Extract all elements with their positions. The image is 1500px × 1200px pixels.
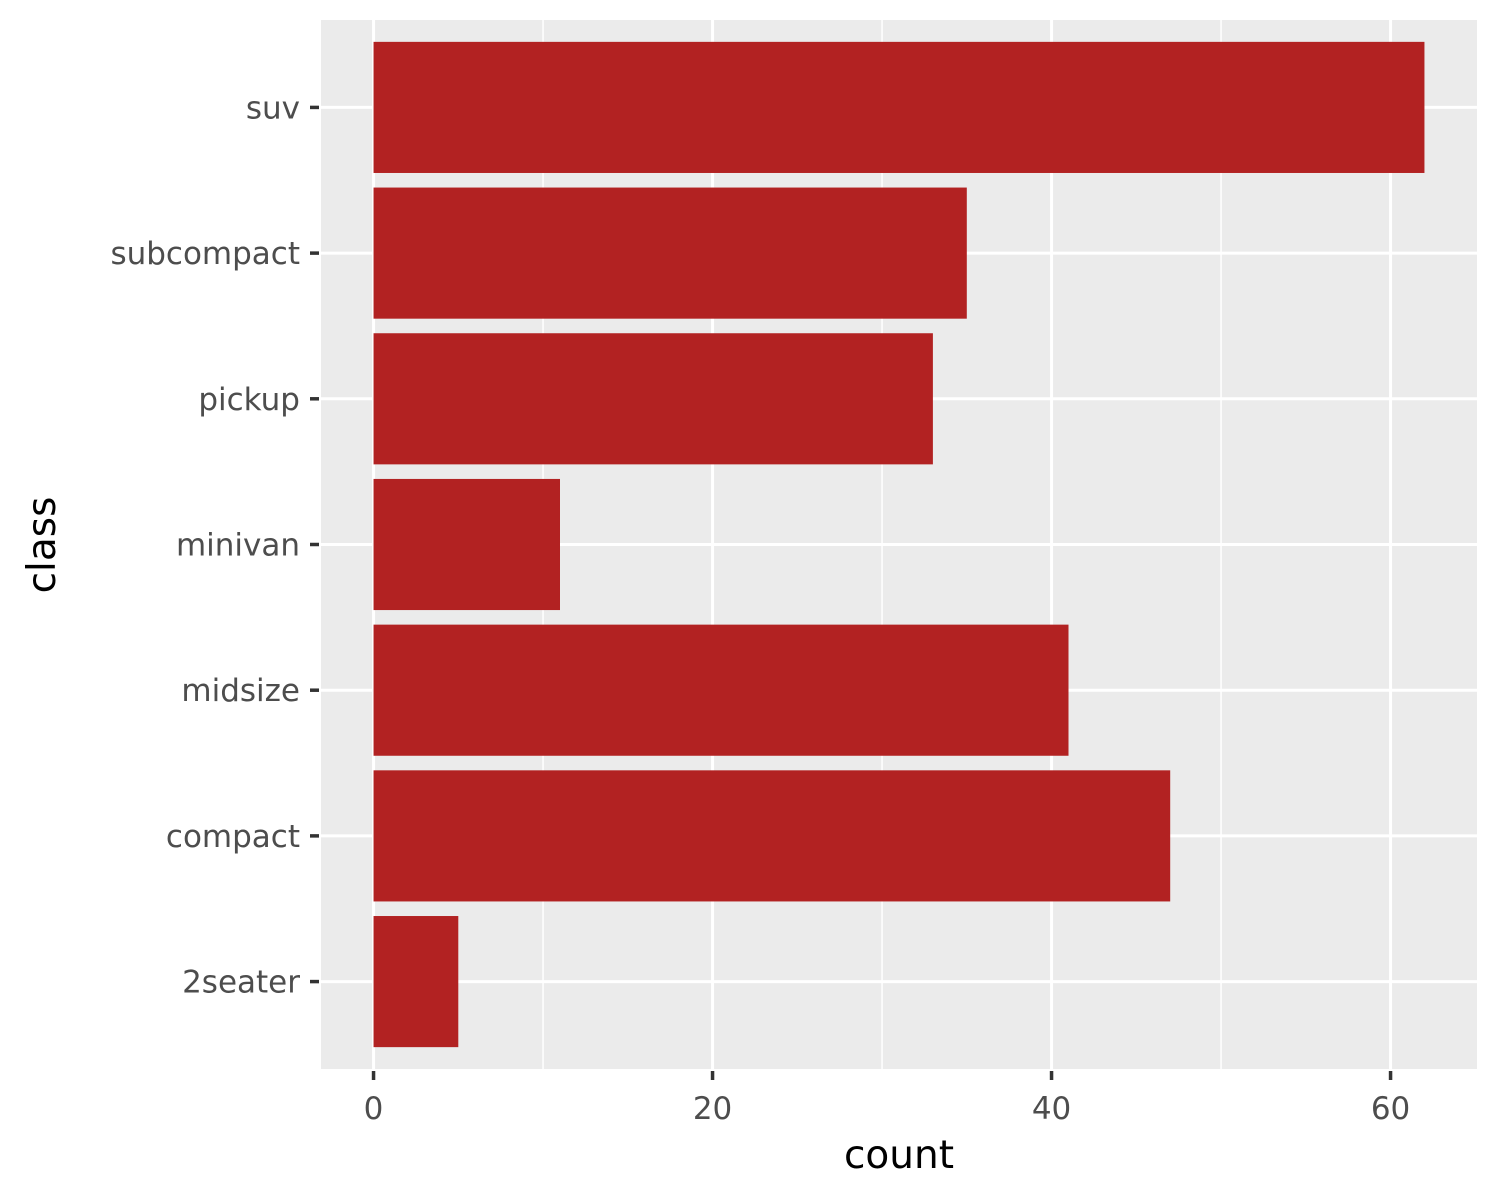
bar-midsize [373,624,1069,756]
y-tick-label-2seater: 2seater [182,965,300,1001]
y-tick-label-suv: suv [246,90,300,126]
bar-pickup [373,333,933,465]
bar-minivan [373,478,560,611]
y-tick-label-compact: compact [166,819,300,855]
y-axis-title: class [20,497,65,594]
y-tick-label-pickup: pickup [198,382,300,418]
y-tick-label-minivan: minivan [176,528,300,564]
y-axis: 2seater compact midsize minivan pickup subcom… [110,90,319,1001]
bar-compact [373,770,1171,902]
x-axis-title: count [844,1133,954,1178]
bar-2seater [373,916,459,1048]
bars [373,41,1425,1048]
x-tick-label: 60 [1371,1091,1410,1127]
y-tick-label-subcompact: subcompact [110,236,300,272]
y-tick-label-midsize: midsize [181,673,300,709]
bar-subcompact [373,187,967,319]
x-tick-label: 40 [1032,1091,1071,1127]
x-tick-label: 20 [693,1091,732,1127]
x-axis: 0 20 40 60 [364,1071,1410,1127]
x-tick-label: 0 [364,1091,384,1127]
bar-suv [373,41,1425,173]
